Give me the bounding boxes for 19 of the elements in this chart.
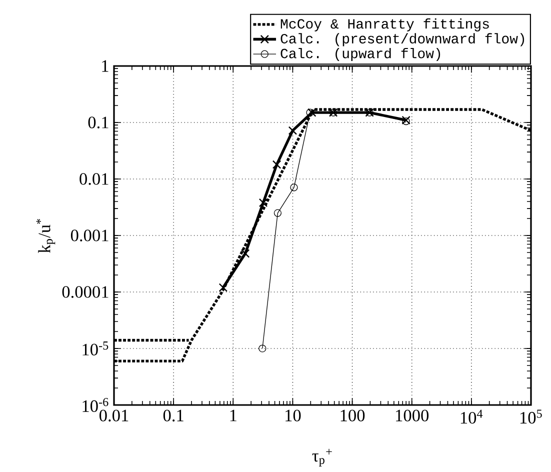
x-axis-title: τ$_{p}$+: [312, 448, 332, 466]
y-tick-label: 0.001: [70, 230, 108, 242]
x-tick-label: 10$^{5}$: [520, 410, 542, 424]
y-tick-label: 1: [102, 60, 108, 72]
y-tick-label: 0.1: [88, 116, 108, 128]
x-tick-label: 10$^{4}$: [460, 410, 483, 424]
y-tick-label: 0.0001: [62, 286, 108, 298]
legend-label: Calc. (upward flow): [280, 48, 440, 62]
x-tick-label: 0.01: [100, 410, 128, 422]
legend-label: McCoy & Hanratty fittings: [280, 18, 489, 32]
x-tick-label: 0.1: [163, 410, 184, 422]
legend-label: Calc. (present/downward flow): [280, 33, 524, 46]
y-axis-title: k$_{p}$/u$^{*}$: [36, 218, 56, 253]
y-tick-label: 0.01: [80, 173, 108, 185]
x-tick-label: 1: [230, 410, 236, 422]
x-tick-label: 100: [340, 410, 365, 422]
x-tick-label: 10: [286, 410, 301, 422]
y-tick-label: 10$^{-5}$: [82, 342, 108, 356]
x-tick-label: 1000: [396, 410, 429, 422]
